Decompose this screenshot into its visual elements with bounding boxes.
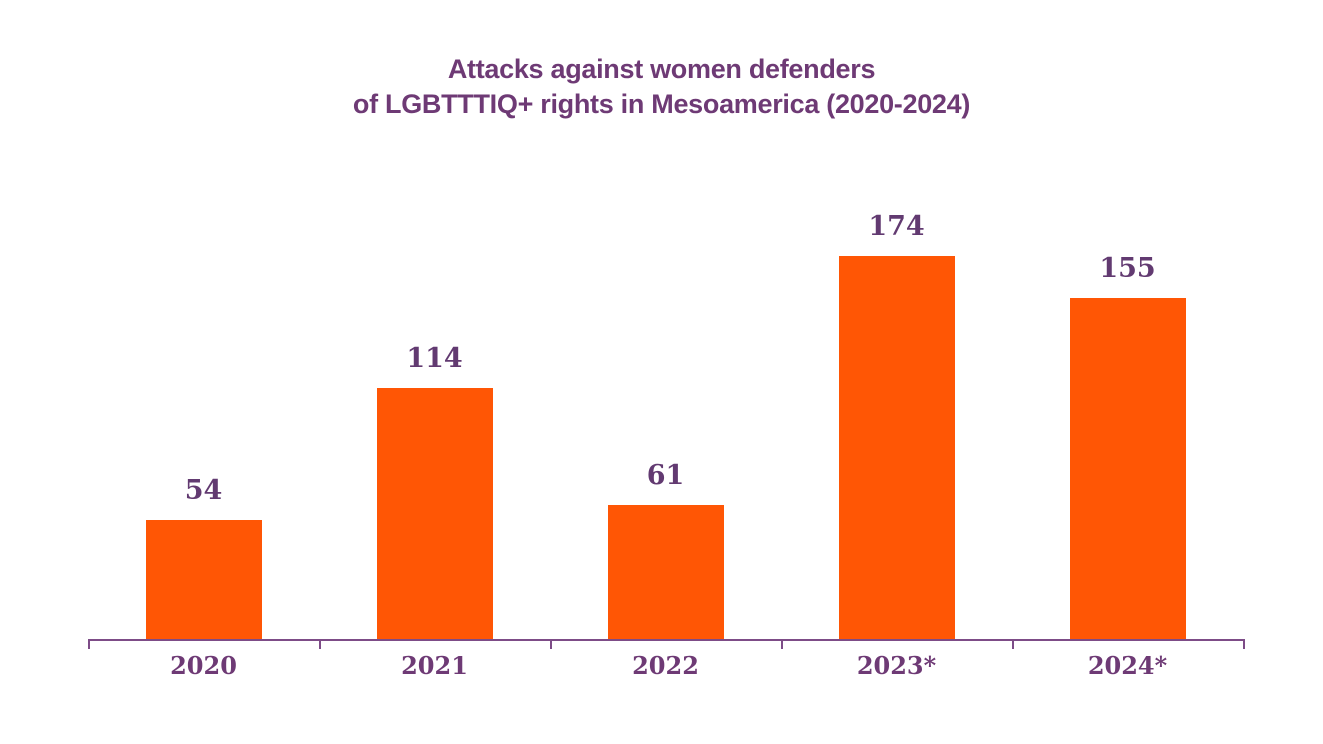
x-axis-tick: [550, 639, 552, 649]
x-axis-tick: [319, 639, 321, 649]
bar-value-label: 61: [646, 460, 685, 491]
x-axis-tick: [88, 639, 90, 649]
bar-2022: [607, 505, 724, 639]
bar-2023: [838, 256, 955, 639]
x-axis-tick: [1243, 639, 1245, 649]
x-axis-label: 2023*: [856, 651, 937, 680]
x-axis-label: 2022: [632, 651, 699, 680]
chart-title-line-2: of LGBTTTIQ+ rights in Mesoamerica (2020…: [352, 89, 971, 119]
chart-title-line-1: Attacks against women defenders: [447, 54, 876, 84]
bar-value-label: 54: [184, 475, 223, 506]
x-axis-tick: [781, 639, 783, 649]
bar-2020: [145, 520, 262, 639]
bar-2021: [376, 388, 493, 639]
bar-value-label: 114: [406, 343, 463, 374]
x-axis-tick: [1012, 639, 1014, 649]
x-axis-label: 2021: [401, 651, 468, 680]
bar-value-label: 155: [1099, 253, 1156, 284]
bar-2024: [1069, 298, 1186, 639]
x-axis-label: 2024*: [1087, 651, 1168, 680]
chart-title: Attacks against women defenders of LGBTT…: [0, 52, 1323, 122]
bar-value-label: 174: [868, 211, 925, 242]
x-axis-line: [88, 639, 1245, 641]
x-axis-label: 2020: [170, 651, 237, 680]
